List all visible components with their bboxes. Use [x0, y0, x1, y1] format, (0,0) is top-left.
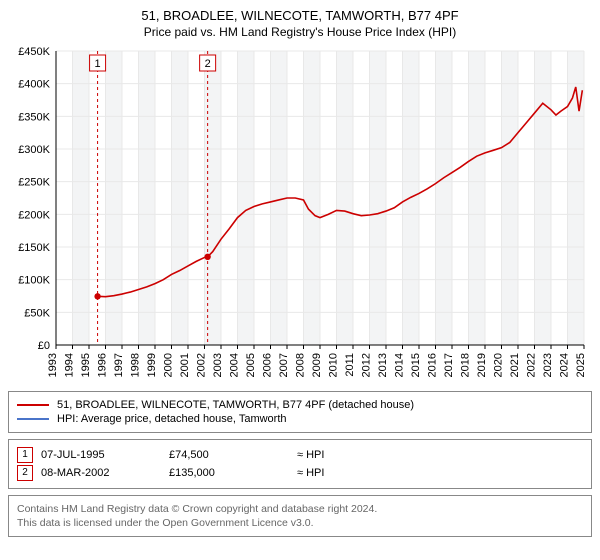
sale-hpi: ≈ HPI	[297, 449, 324, 461]
svg-text:£50K: £50K	[24, 307, 50, 319]
sale-date: 07-JUL-1995	[41, 449, 161, 461]
legend: 51, BROADLEE, WILNECOTE, TAMWORTH, B77 4…	[8, 391, 592, 433]
sale-points: 1 07-JUL-1995 £74,500 ≈ HPI 2 08-MAR-2002 £135…	[8, 439, 592, 489]
svg-text:2024: 2024	[559, 353, 571, 377]
svg-text:1995: 1995	[80, 353, 92, 377]
svg-text:2021: 2021	[509, 353, 521, 377]
sale-point-row: 2 08-MAR-2002 £135,000 ≈ HPI	[17, 464, 583, 482]
svg-text:£400K: £400K	[18, 79, 50, 91]
svg-text:2002: 2002	[196, 353, 208, 377]
svg-text:2015: 2015	[410, 353, 422, 377]
svg-text:1998: 1998	[130, 353, 142, 377]
svg-text:2006: 2006	[262, 353, 274, 377]
svg-text:2014: 2014	[394, 353, 406, 377]
sale-date: 08-MAR-2002	[41, 467, 161, 479]
svg-text:2: 2	[205, 58, 211, 70]
svg-text:£200K: £200K	[18, 209, 50, 221]
credit-line: Contains HM Land Registry data © Crown c…	[17, 502, 583, 516]
sale-price: £135,000	[169, 467, 289, 479]
legend-row: HPI: Average price, detached house, Tamw…	[17, 412, 583, 426]
svg-text:2013: 2013	[377, 353, 389, 377]
svg-text:2017: 2017	[443, 353, 455, 377]
svg-text:£100K: £100K	[18, 275, 50, 287]
svg-text:2019: 2019	[476, 353, 488, 377]
svg-text:2000: 2000	[163, 353, 175, 377]
page-title: 51, BROADLEE, WILNECOTE, TAMWORTH, B77 4…	[8, 8, 592, 23]
svg-text:£300K: £300K	[18, 144, 50, 156]
svg-text:1999: 1999	[146, 353, 158, 377]
legend-swatch	[17, 404, 49, 406]
svg-text:2005: 2005	[245, 353, 257, 377]
sale-marker-badge: 2	[17, 465, 33, 481]
credits: Contains HM Land Registry data © Crown c…	[8, 495, 592, 537]
svg-text:1997: 1997	[113, 353, 125, 377]
svg-text:1993: 1993	[47, 353, 59, 377]
svg-text:2025: 2025	[575, 353, 587, 377]
svg-text:2003: 2003	[212, 353, 224, 377]
svg-text:1: 1	[95, 58, 101, 70]
svg-text:2010: 2010	[328, 353, 340, 377]
svg-text:£250K: £250K	[18, 177, 50, 189]
svg-text:2004: 2004	[229, 353, 241, 377]
svg-text:2018: 2018	[460, 353, 472, 377]
legend-label: HPI: Average price, detached house, Tamw…	[57, 413, 287, 425]
sale-point-row: 1 07-JUL-1995 £74,500 ≈ HPI	[17, 446, 583, 464]
sale-hpi: ≈ HPI	[297, 467, 324, 479]
svg-text:2012: 2012	[361, 353, 373, 377]
price-chart: £0 £50K £100K £150K £200K £250K £300K £350K £400…	[8, 45, 592, 385]
svg-text:2023: 2023	[542, 353, 554, 377]
svg-text:2008: 2008	[295, 353, 307, 377]
svg-text:£150K: £150K	[18, 242, 50, 254]
svg-text:2009: 2009	[311, 353, 323, 377]
svg-text:2007: 2007	[278, 353, 290, 377]
svg-text:2011: 2011	[344, 353, 356, 377]
sale-price: £74,500	[169, 449, 289, 461]
svg-text:2020: 2020	[493, 353, 505, 377]
page-subtitle: Price paid vs. HM Land Registry's House …	[8, 25, 592, 39]
sale-marker-badge: 1	[17, 447, 33, 463]
legend-row: 51, BROADLEE, WILNECOTE, TAMWORTH, B77 4…	[17, 398, 583, 412]
legend-label: 51, BROADLEE, WILNECOTE, TAMWORTH, B77 4…	[57, 399, 414, 411]
svg-text:2022: 2022	[526, 353, 538, 377]
svg-text:£0: £0	[38, 340, 50, 352]
credit-line: This data is licensed under the Open Gov…	[17, 516, 583, 530]
svg-text:1996: 1996	[97, 353, 109, 377]
svg-text:1994: 1994	[64, 353, 76, 377]
svg-text:£450K: £450K	[18, 46, 50, 58]
legend-swatch	[17, 418, 49, 420]
svg-text:2016: 2016	[427, 353, 439, 377]
svg-text:£350K: £350K	[18, 111, 50, 123]
svg-text:2001: 2001	[179, 353, 191, 377]
